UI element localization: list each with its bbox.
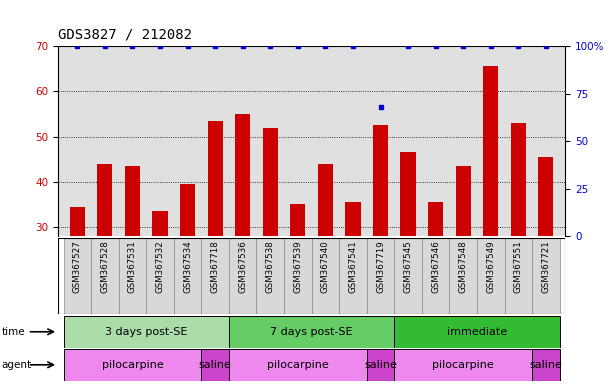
Bar [511, 123, 526, 236]
Text: agent: agent [2, 360, 32, 370]
Text: GSM367719: GSM367719 [376, 240, 385, 293]
Text: time: time [2, 327, 26, 337]
Bar [229, 238, 257, 314]
Text: GSM367527: GSM367527 [73, 240, 82, 293]
Text: saline: saline [530, 360, 562, 370]
Bar [367, 349, 394, 381]
Bar [229, 349, 367, 381]
Bar [373, 125, 388, 236]
Bar [477, 238, 505, 314]
Bar [202, 238, 229, 314]
Bar [538, 157, 554, 236]
Bar [257, 238, 284, 314]
Bar [450, 238, 477, 314]
Bar [290, 204, 306, 236]
Text: GSM367538: GSM367538 [266, 240, 275, 293]
Bar [91, 238, 119, 314]
Text: GSM367718: GSM367718 [211, 240, 219, 293]
Text: immediate: immediate [447, 327, 507, 337]
Bar [174, 238, 202, 314]
Bar [125, 166, 140, 236]
Bar [367, 238, 394, 314]
Bar [263, 127, 278, 236]
Bar [235, 114, 251, 236]
Text: pilocarpine: pilocarpine [267, 360, 329, 370]
Bar [339, 238, 367, 314]
Text: saline: saline [199, 360, 232, 370]
Text: GSM367541: GSM367541 [348, 240, 357, 293]
Bar [505, 238, 532, 314]
Text: GSM367546: GSM367546 [431, 240, 440, 293]
Bar [146, 238, 174, 314]
Text: GSM367545: GSM367545 [404, 240, 412, 293]
Bar [70, 207, 85, 236]
Bar [180, 184, 195, 236]
Bar [532, 349, 560, 381]
Bar [312, 238, 339, 314]
Bar [119, 238, 146, 314]
Bar [483, 66, 499, 236]
Bar [64, 238, 91, 314]
Bar [152, 211, 167, 236]
Bar [400, 152, 415, 236]
Text: 3 days post-SE: 3 days post-SE [105, 327, 188, 337]
Bar [456, 166, 471, 236]
Bar [394, 238, 422, 314]
Bar [284, 238, 312, 314]
Text: GSM367539: GSM367539 [293, 240, 302, 293]
Bar [229, 316, 394, 348]
Bar [202, 349, 229, 381]
Text: GSM367528: GSM367528 [100, 240, 109, 293]
Text: GSM367548: GSM367548 [459, 240, 467, 293]
Text: GSM367531: GSM367531 [128, 240, 137, 293]
Text: GSM367540: GSM367540 [321, 240, 330, 293]
Text: GSM367532: GSM367532 [156, 240, 164, 293]
Bar [394, 349, 532, 381]
Text: pilocarpine: pilocarpine [433, 360, 494, 370]
Text: GSM367721: GSM367721 [541, 240, 551, 293]
Text: GSM367549: GSM367549 [486, 240, 496, 293]
Text: GSM367534: GSM367534 [183, 240, 192, 293]
Bar [394, 316, 560, 348]
Bar [208, 121, 223, 236]
Bar [64, 349, 202, 381]
Text: GSM367551: GSM367551 [514, 240, 523, 293]
Bar [532, 238, 560, 314]
Bar [64, 316, 229, 348]
Bar [422, 238, 450, 314]
Text: 7 days post-SE: 7 days post-SE [270, 327, 353, 337]
Text: pilocarpine: pilocarpine [101, 360, 163, 370]
Bar [345, 202, 360, 236]
Bar [428, 202, 443, 236]
Bar [318, 164, 333, 236]
Text: GDS3827 / 212082: GDS3827 / 212082 [58, 28, 192, 41]
Text: saline: saline [364, 360, 397, 370]
Bar [97, 164, 112, 236]
Text: GSM367536: GSM367536 [238, 240, 247, 293]
